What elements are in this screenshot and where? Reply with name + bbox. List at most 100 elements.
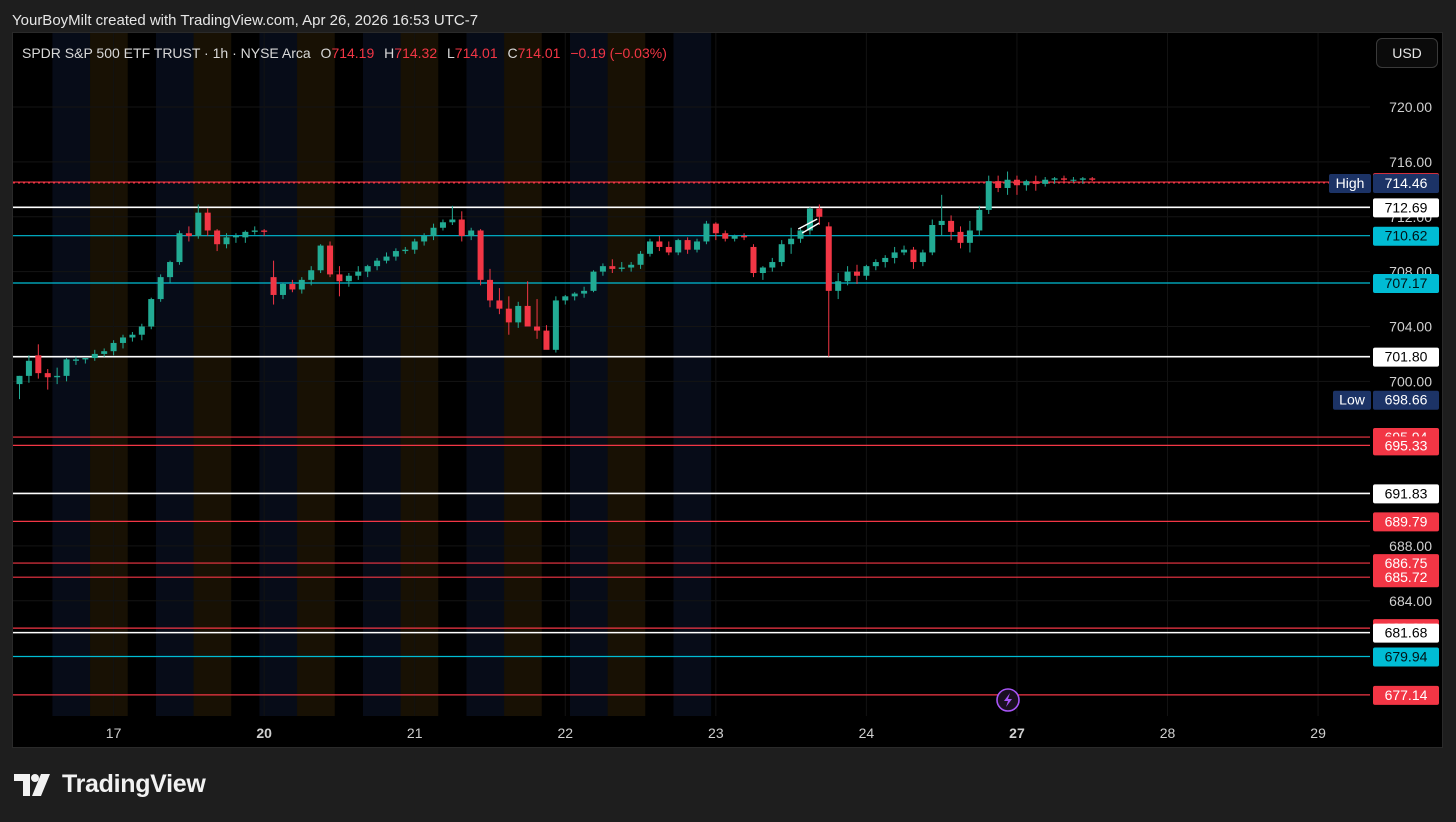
candle-down [185, 233, 192, 236]
candle-up [637, 253, 644, 265]
candle-up [985, 181, 992, 210]
candle-down [712, 223, 719, 234]
price-level-label: 689.79 [1385, 513, 1428, 529]
session-bands [52, 33, 712, 716]
candle-down [477, 230, 484, 280]
price-level-label: 701.80 [1385, 349, 1428, 365]
candle-up [430, 227, 437, 236]
candle-down [214, 230, 221, 245]
candle-up [355, 271, 362, 276]
tradingview-logo-icon [14, 773, 50, 796]
candle-down [816, 208, 823, 217]
candle-down [1013, 179, 1020, 186]
y-tick-label: 704.00 [1389, 318, 1432, 334]
candle-down [496, 300, 503, 309]
postmarket-band [297, 33, 335, 716]
candle-down [1061, 178, 1068, 180]
candle-up [402, 249, 409, 252]
candle-up [675, 240, 682, 253]
change-value: −0.19 (−0.03%) [570, 45, 667, 61]
candle-up [317, 245, 324, 271]
candle-up [1070, 179, 1077, 181]
candle-up [590, 271, 597, 291]
x-tick-label: 24 [859, 725, 875, 741]
candle-up [167, 262, 174, 278]
candle-down [524, 305, 531, 327]
low-value-badge [1373, 390, 1439, 410]
candle-up [1079, 178, 1086, 180]
y-tick-label: 684.00 [1389, 593, 1432, 609]
candle-down [1032, 181, 1039, 184]
chart-extras [797, 218, 1020, 712]
candle-down [505, 308, 512, 323]
open-value: 714.19 [331, 45, 375, 61]
candle-up [731, 235, 738, 239]
price-level-label: 685.72 [1385, 569, 1428, 585]
candle-down [44, 373, 51, 378]
candle-up [938, 220, 945, 226]
candle-up [1023, 181, 1030, 186]
candles [16, 171, 1096, 400]
candle-up [628, 264, 635, 268]
x-tick-label: 23 [708, 725, 724, 741]
postmarket-band [90, 33, 128, 716]
candle-down [327, 245, 334, 275]
price-level-badge [1373, 647, 1439, 667]
open-label: O [320, 45, 332, 61]
price-level-label: 681.68 [1385, 625, 1428, 641]
candle-up [308, 270, 315, 280]
candle-up [891, 252, 898, 258]
high-label: H [384, 45, 395, 61]
candle-down [948, 220, 955, 232]
currency-button[interactable]: USD [1376, 38, 1438, 68]
candle-up [364, 266, 371, 272]
candle-down [957, 231, 964, 243]
candle-up [279, 283, 286, 295]
price-level-label: 695.33 [1385, 437, 1428, 453]
x-tick-label: 20 [256, 725, 272, 741]
x-tick-label: 28 [1160, 725, 1176, 741]
grid-lines [13, 33, 1370, 716]
postmarket-band [400, 33, 439, 716]
candle-up [468, 230, 475, 236]
candle-down [825, 226, 832, 291]
candle-up [110, 342, 117, 352]
y-tick-label: 716.00 [1389, 154, 1432, 170]
close-label: C [507, 45, 518, 61]
price-level-label: 712.69 [1385, 199, 1428, 215]
candle-up [251, 230, 258, 232]
low-value: 714.01 [454, 45, 498, 61]
price-level-badge [1373, 623, 1439, 643]
price-level-badge [1373, 226, 1439, 246]
candle-up [552, 300, 559, 350]
price-level-badge [1373, 512, 1439, 532]
candle-up [91, 353, 98, 359]
price-badges: 714.53712.69710.62707.17701.80695.94695.… [1329, 173, 1439, 705]
candle-down [853, 271, 860, 276]
candle-up [901, 249, 908, 253]
candle-up [374, 260, 381, 267]
tradingview-logo[interactable]: TradingView [14, 770, 206, 799]
candle-up [703, 223, 710, 242]
symbol-title[interactable]: SPDR S&P 500 ETF TRUST · 1h · NYSE Arca [22, 45, 311, 61]
low-tag [1333, 390, 1371, 410]
price-level-badge [1373, 568, 1439, 588]
candle-up [835, 281, 842, 291]
candle-up [844, 271, 851, 282]
candle-up [694, 241, 701, 250]
candle-up [581, 290, 588, 294]
candle-up [571, 293, 578, 297]
candle-down [336, 274, 343, 282]
candle-up [129, 334, 136, 338]
candle-up [25, 360, 32, 376]
candle-down [204, 212, 211, 231]
low-label: L [447, 45, 455, 61]
candle-up [759, 267, 766, 274]
candle-up [769, 262, 776, 268]
price-level-label: 707.17 [1385, 275, 1428, 291]
candle-up [919, 252, 926, 263]
candle-up [1042, 179, 1049, 184]
candle-down [665, 246, 672, 253]
candle-up [345, 275, 352, 282]
